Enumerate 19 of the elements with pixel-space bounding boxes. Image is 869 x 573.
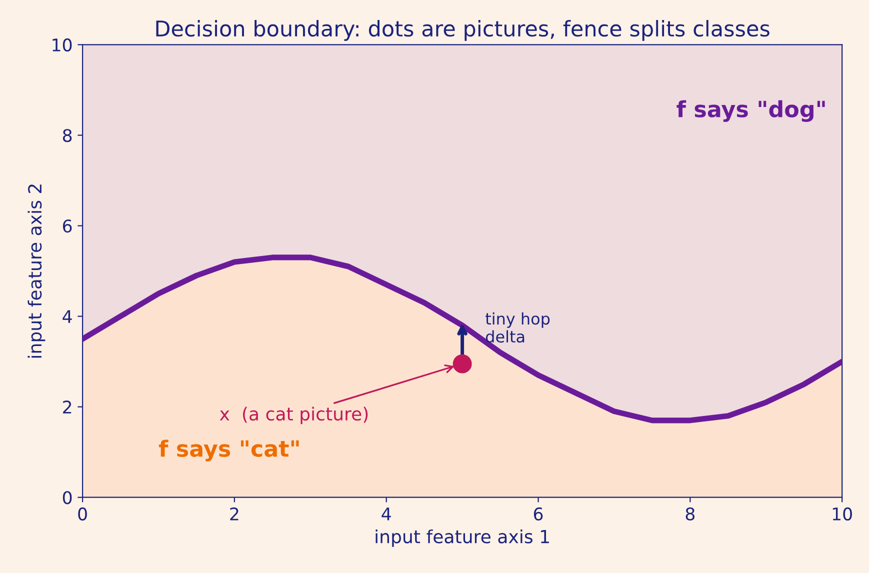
x-tick-label: 6 <box>534 507 543 521</box>
y-tick-label: 0 <box>62 491 72 504</box>
x-tick-label: 0 <box>78 507 87 521</box>
chart-title: Decision boundary: dots are pictures, fence splits classes <box>156 20 770 41</box>
y-tick-label: 8 <box>62 128 72 142</box>
y-tick-label: 4 <box>62 310 72 323</box>
y-tick-label: 6 <box>63 219 72 233</box>
x-tick-label: 2 <box>230 507 238 520</box>
x-tick-label: 10 <box>832 507 852 521</box>
annotation: f says "cat" <box>158 440 299 462</box>
y-axis-title: input feature axis 2 <box>28 184 46 358</box>
x-tick-label: 4 <box>382 508 391 520</box>
y-tick-label: 10 <box>52 38 72 52</box>
y-tick-label: 2 <box>63 400 72 414</box>
annotation: f says "dog" <box>676 100 825 122</box>
x-axis-title: input feature axis 1 <box>376 529 549 547</box>
annotation: x (a cat picture) <box>220 406 368 424</box>
annotation: tiny hop delta <box>486 312 550 343</box>
x-tick-label: 8 <box>686 507 694 521</box>
